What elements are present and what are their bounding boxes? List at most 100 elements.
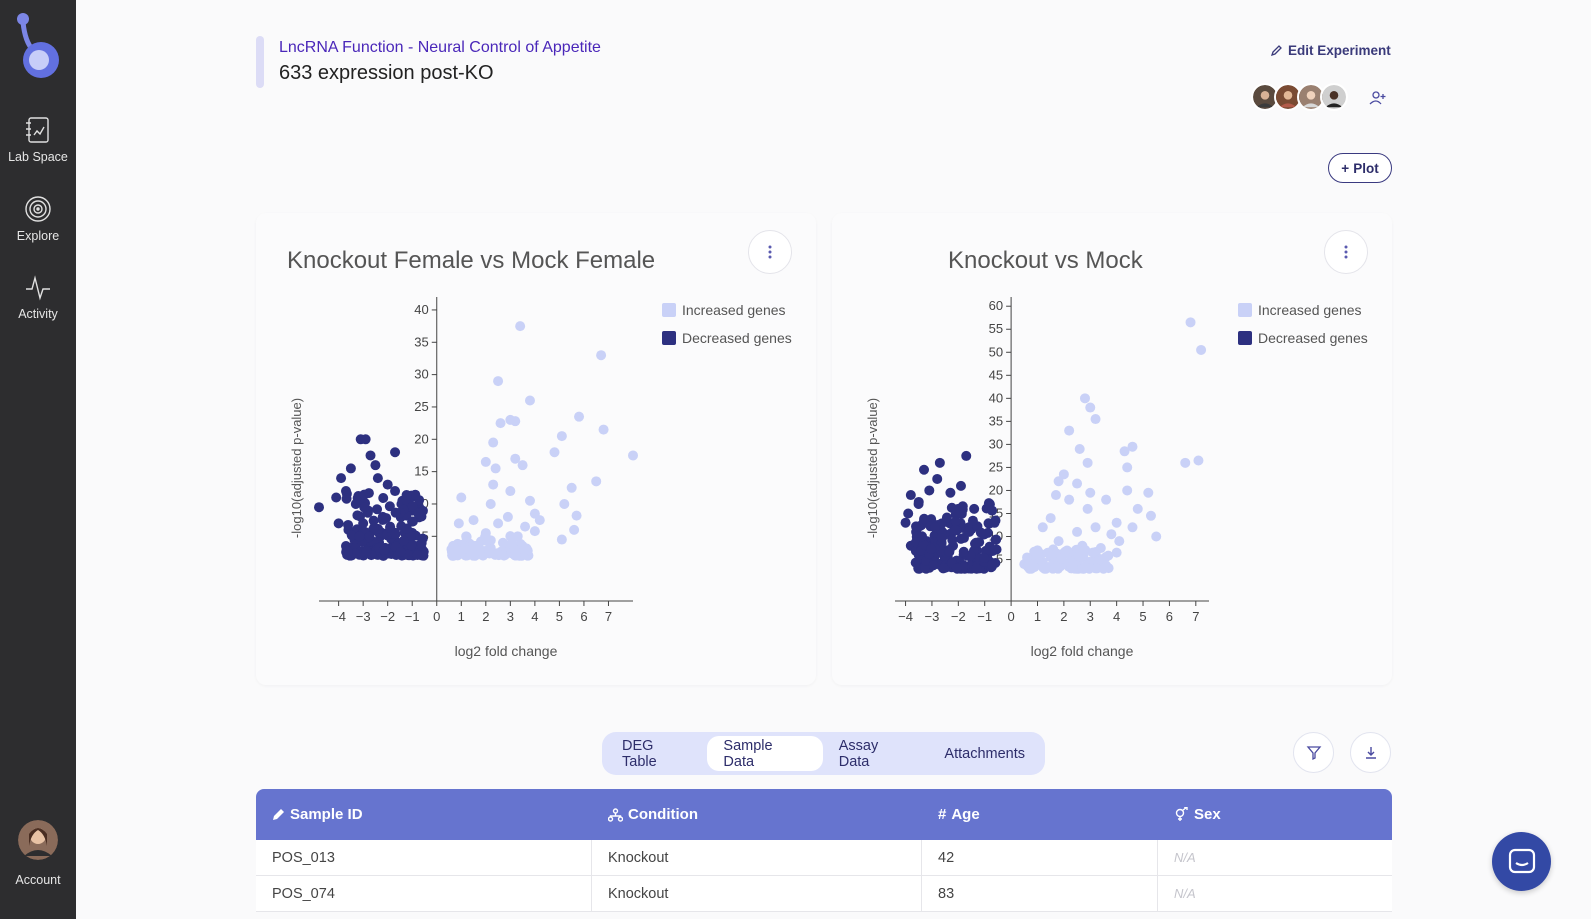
- increased-gene-point: [1119, 446, 1130, 457]
- increased-gene-point: [1122, 462, 1133, 473]
- column-header-sample-id[interactable]: Sample ID: [256, 789, 592, 840]
- decreased-gene-point: [352, 510, 363, 521]
- x-tick-label: −4: [898, 609, 913, 624]
- column-header-condition[interactable]: Condition: [592, 789, 922, 840]
- decreased-gene-point: [951, 563, 962, 574]
- increased-gene-point: [1051, 562, 1062, 573]
- volcano-plot: −4−3−2−10123456751015202530354045505560l…: [865, 297, 1368, 659]
- nav-account[interactable]: Account: [0, 820, 76, 887]
- nav-activity[interactable]: Activity: [0, 275, 76, 321]
- increased-gene-point: [1084, 563, 1095, 574]
- table-row[interactable]: POS_074 Knockout 83 N/A: [256, 876, 1392, 912]
- y-tick-label: 25: [414, 399, 428, 414]
- y-tick-label: 20: [414, 431, 428, 446]
- increased-gene-point: [598, 424, 609, 435]
- tab-attachments[interactable]: Attachments: [944, 745, 1025, 762]
- increased-gene-point: [515, 321, 526, 332]
- legend-swatch: [1238, 303, 1252, 317]
- increased-gene-point: [1106, 529, 1117, 540]
- download-button[interactable]: [1350, 732, 1391, 773]
- avatar[interactable]: [1320, 83, 1348, 111]
- header-accent-bar: [256, 36, 264, 88]
- increased-gene-point: [485, 498, 496, 509]
- increased-gene-point: [1132, 503, 1143, 514]
- x-tick-label: 5: [556, 609, 563, 624]
- decreased-gene-point: [919, 464, 930, 475]
- decreased-gene-point: [390, 486, 401, 497]
- x-tick-label: 3: [507, 609, 514, 624]
- decreased-gene-point: [990, 534, 1001, 545]
- decreased-gene-point: [372, 504, 383, 515]
- nav-activity-label: Activity: [18, 307, 58, 321]
- decreased-gene-point: [346, 530, 357, 541]
- chat-support-button[interactable]: [1492, 832, 1551, 891]
- volcano-card-2: Knockout vs Mock −4−3−2−1012345675101520…: [832, 213, 1392, 685]
- decreased-gene-point: [957, 501, 968, 512]
- increased-gene-point: [493, 376, 504, 387]
- y-axis-label: -log10(adjusted p-value): [289, 398, 304, 538]
- decreased-gene-point: [401, 490, 412, 501]
- avatar[interactable]: [1297, 83, 1325, 111]
- decreased-gene-point: [900, 517, 911, 528]
- increased-gene-point: [1143, 487, 1154, 498]
- nav-explore[interactable]: Explore: [0, 195, 76, 243]
- tab-sample-data[interactable]: Sample Data: [707, 736, 823, 771]
- decreased-gene-point: [928, 560, 939, 571]
- decreased-gene-point: [979, 553, 990, 564]
- collaborator-avatars[interactable]: [1251, 83, 1348, 111]
- increased-gene-point: [534, 515, 545, 526]
- decreased-gene-point: [395, 546, 406, 557]
- x-tick-label: 6: [580, 609, 587, 624]
- sidebar: Lab Space Explore Activity Account: [0, 0, 76, 919]
- edit-experiment-link[interactable]: Edit Experiment: [1270, 43, 1391, 58]
- increased-gene-point: [566, 482, 577, 493]
- legend-swatch: [1238, 331, 1252, 345]
- decreased-gene-point: [950, 509, 961, 520]
- decreased-gene-point: [381, 513, 392, 524]
- decreased-gene-point: [911, 521, 922, 532]
- x-tick-label: −2: [380, 609, 395, 624]
- decreased-gene-point: [924, 485, 935, 496]
- legend-label: Increased genes: [1258, 302, 1362, 318]
- decreased-gene-point: [331, 492, 342, 503]
- increased-gene-point: [1127, 441, 1138, 452]
- decreased-gene-point: [929, 522, 940, 533]
- decreased-gene-point: [926, 543, 937, 554]
- increased-gene-point: [510, 416, 521, 427]
- add-plot-button[interactable]: + Plot: [1328, 153, 1392, 183]
- increased-gene-point: [520, 521, 531, 532]
- y-axis-label: -log10(adjusted p-value): [865, 398, 880, 538]
- legend-label: Decreased genes: [682, 330, 792, 346]
- cell-sample-id: POS_074: [256, 876, 592, 911]
- increased-gene-point: [1091, 563, 1102, 574]
- increased-gene-point: [510, 453, 521, 464]
- increased-gene-point: [1042, 547, 1053, 558]
- increased-gene-point: [524, 495, 535, 506]
- tab-assay-data[interactable]: Assay Data: [838, 737, 879, 770]
- increased-gene-point: [1185, 317, 1196, 328]
- tab-deg-table[interactable]: DEG Table: [622, 737, 657, 770]
- decreased-gene-point: [401, 523, 412, 534]
- increased-gene-point: [1074, 444, 1085, 454]
- increased-gene-point: [1053, 476, 1064, 487]
- project-link[interactable]: LncRNA Function - Neural Control of Appe…: [279, 39, 601, 56]
- decreased-gene-point: [361, 546, 372, 557]
- add-collaborator-button[interactable]: [1364, 84, 1392, 112]
- table-row[interactable]: POS_013 Knockout 42 N/A: [256, 840, 1392, 876]
- filter-button[interactable]: [1293, 732, 1334, 773]
- decreased-gene-point: [342, 546, 353, 557]
- increased-gene-point: [569, 524, 580, 535]
- decreased-gene-point: [378, 493, 389, 504]
- chart-menu-button[interactable]: [748, 230, 792, 274]
- increased-gene-point: [467, 542, 478, 553]
- increased-gene-point: [1053, 536, 1064, 547]
- column-label: Sample ID: [290, 806, 363, 823]
- nav-lab-space[interactable]: Lab Space: [0, 116, 76, 164]
- increased-gene-point: [468, 550, 479, 561]
- increased-gene-point: [480, 456, 491, 467]
- column-header-sex[interactable]: Sex: [1158, 789, 1392, 840]
- column-header-age[interactable]: # Age: [922, 789, 1158, 840]
- increased-gene-point: [1064, 425, 1075, 436]
- app-logo-icon[interactable]: [15, 12, 61, 80]
- chart-menu-button[interactable]: [1324, 230, 1368, 274]
